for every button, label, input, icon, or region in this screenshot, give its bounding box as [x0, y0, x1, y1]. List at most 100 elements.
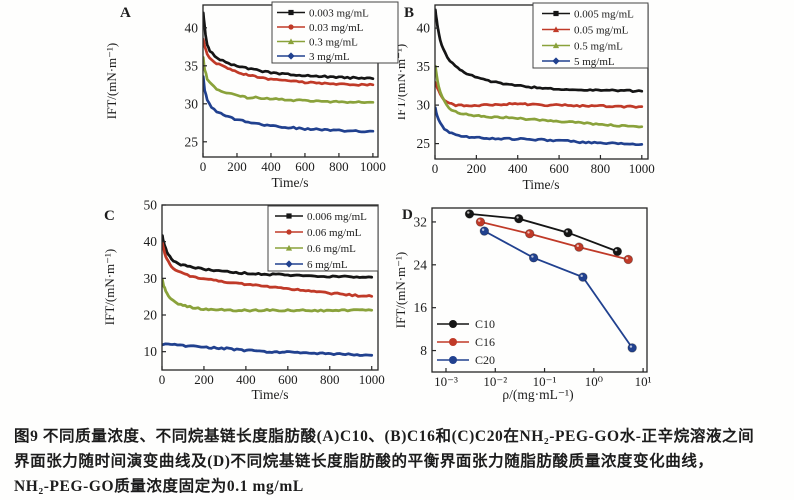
x-tick-label: 800 — [329, 159, 349, 174]
x-tick-label: 0 — [159, 372, 166, 387]
data-point — [514, 214, 524, 224]
y-tick-label: 40 — [417, 21, 431, 36]
y-tick-label: 35 — [417, 59, 431, 74]
legend-marker — [285, 260, 293, 268]
series-group — [464, 209, 637, 353]
y-tick-label: 30 — [185, 96, 199, 111]
x-tick-label: 10⁻² — [483, 374, 507, 389]
series-line-0.3-mg-mL — [203, 56, 375, 105]
x-axis-label: Time/s — [271, 175, 308, 190]
data-point — [623, 254, 633, 265]
y-tick-label: 40 — [185, 20, 199, 35]
x-tick-label: 10⁻¹ — [533, 374, 557, 389]
y-axis-label: IFT/(mN·m⁻¹) — [102, 249, 117, 325]
legend-label: 3 mg/mL — [309, 51, 350, 63]
x-tick-label: 400 — [261, 159, 281, 174]
y-tick-label: 25 — [417, 136, 431, 151]
x-tick-label: 400 — [236, 372, 256, 387]
x-tick-label: 0 — [432, 161, 439, 176]
series-line-0.03-mg-mL — [203, 38, 375, 87]
figure-caption-line-1: 图9 不同质量浓度、不同烷基链长度脂肪酸(A)C10、(B)C16和(C)C20… — [14, 428, 755, 445]
x-tick-label: 0 — [200, 159, 207, 174]
legend-marker — [449, 338, 457, 346]
x-tick-label: 600 — [278, 372, 298, 387]
legend-marker — [449, 356, 457, 364]
data-point — [525, 229, 535, 239]
x-axis-label: Time/s — [522, 177, 559, 192]
data-point-highlight — [576, 244, 579, 248]
x-tick-label: 800 — [320, 372, 340, 387]
series-group — [203, 11, 375, 134]
legend-label: 0.05 mg/mL — [574, 25, 629, 37]
legend-marker — [286, 213, 292, 219]
panel-d-chart: 10⁻³ 10⁻² 10⁻¹ 10⁰ 10¹ 8 16 24 32 ρ/(mg·mL⁻¹) IFT/… — [395, 207, 652, 402]
data-point-highlight — [580, 274, 583, 278]
x-tick-label: 10⁰ — [585, 374, 603, 389]
figure-caption: 图9 不同质量浓度、不同烷基链长度脂肪酸(A)C10、(B)C16和(C)C20… — [14, 424, 790, 499]
y-tick-label: 20 — [144, 308, 158, 323]
data-point-highlight — [629, 345, 633, 348]
series-line-C20 — [483, 230, 633, 349]
legend-marker — [552, 26, 560, 33]
series-line-3-mg-mL — [203, 75, 375, 134]
y-axis-label: IFT/(mN·m⁻¹) — [395, 252, 408, 328]
data-point — [464, 209, 475, 219]
x-tick-label: 10⁻³ — [434, 374, 458, 389]
legend-marker — [287, 52, 295, 60]
x-tick-label: 600 — [549, 161, 569, 176]
panel-c-chart: 0 200 400 600 800 1000 10 20 30 40 50 Time/s IFT/(mN… — [102, 198, 385, 403]
legend-label: 0.003 mg/mL — [309, 8, 369, 20]
y-tick-label: 30 — [144, 271, 158, 286]
legend-label: 6 mg/mL — [307, 259, 348, 271]
series-line-0.05-mg-mL — [435, 81, 644, 109]
legend: C10 C16 C20 — [437, 317, 495, 367]
x-tick-label: 200 — [227, 159, 247, 174]
data-point-highlight — [527, 231, 530, 234]
panel-a-chart: 0 200 400 600 800 1000 25 30 35 40 Time/s IFT/(mN·m… — [104, 1, 399, 190]
y-axis-label: IFT/(mN·m⁻¹) — [104, 43, 119, 119]
y-axis-label: IFT/(mN·m⁻¹) — [398, 44, 408, 120]
plot-frame — [161, 204, 379, 371]
legend-label: C10 — [475, 317, 495, 331]
y-tick-label: 32 — [414, 214, 428, 229]
legend-label: 0.6 mg/mL — [307, 243, 356, 255]
figure-caption-line-2: 界面张力随时间演变曲线及(D)不同烷基链长度脂肪酸的平衡界面张力随脂肪酸质量浓度… — [14, 453, 714, 470]
y-tick-label: 24 — [414, 257, 428, 272]
series-line-0.6-mg-mL — [162, 278, 374, 313]
figure-caption-line-3: NH₂-PEG-GO质量浓度固定为0.1 mg/mL — [14, 478, 304, 495]
data-point-highlight — [478, 219, 481, 222]
series-group — [162, 234, 374, 357]
x-tick-label: 200 — [467, 161, 487, 176]
series-line-C16 — [480, 221, 629, 261]
legend-box — [267, 205, 379, 272]
data-point-highlight — [614, 248, 618, 252]
x-tick-label: 1000 — [359, 372, 385, 387]
legend-label: 0.005 mg/mL — [574, 9, 634, 21]
series-line-0.5-mg-mL — [435, 64, 644, 129]
legend-label: 5 mg/mL — [574, 56, 615, 68]
legend-label: C16 — [475, 335, 495, 349]
x-tick-label: 1000 — [629, 161, 655, 176]
y-tick-label: 30 — [417, 98, 431, 113]
data-point — [574, 242, 584, 252]
data-point-highlight — [467, 211, 470, 214]
data-point — [578, 272, 588, 282]
y-tick-label: 10 — [144, 344, 158, 359]
data-point-highlight — [531, 255, 534, 258]
legend: 0.005 mg/mL 0.05 mg/mL 0.5 mg/mL 5 mg/mL — [532, 2, 649, 69]
x-tick-label: 1000 — [360, 159, 386, 174]
data-point-highlight — [565, 230, 569, 233]
data-point — [612, 246, 623, 257]
series-line-0.005-mg-mL — [435, 8, 644, 94]
legend-marker — [288, 9, 294, 16]
data-point-highlight — [625, 256, 629, 260]
legend-marker — [287, 38, 295, 45]
series-group — [435, 8, 644, 147]
x-tick-label: 800 — [591, 161, 611, 176]
legend-marker — [552, 57, 560, 65]
x-tick-label: 600 — [295, 159, 315, 174]
legend-label: 0.3 mg/mL — [309, 37, 358, 49]
legend: 0.003 mg/mL 0.03 mg/mL 0.3 mg/mL 3 mg/mL — [271, 1, 399, 64]
plot-frame — [431, 207, 648, 373]
y-tick-label: 8 — [420, 343, 427, 358]
